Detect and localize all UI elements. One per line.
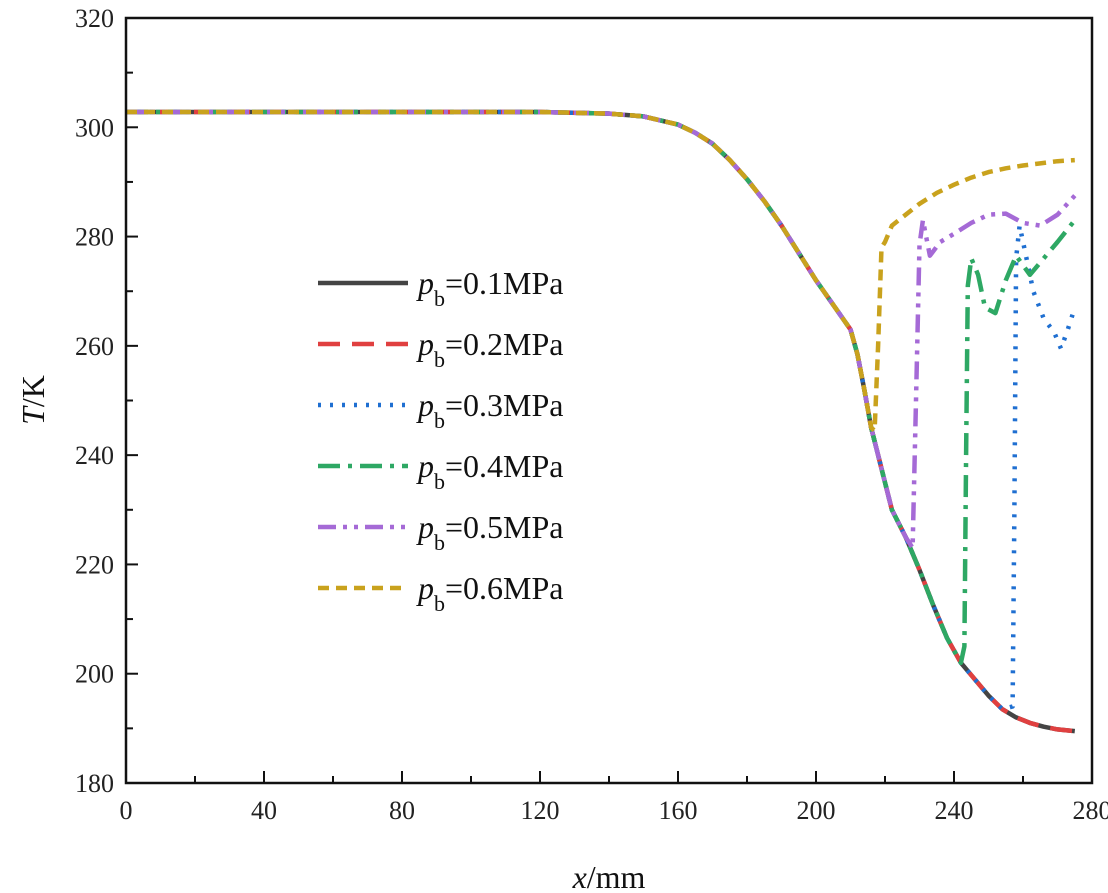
y-tick-label: 240	[75, 441, 114, 470]
series-line-3	[126, 109, 1077, 712]
y-tick-label: 260	[75, 332, 114, 361]
x-tick-label: 120	[521, 796, 560, 825]
plot-frame	[124, 16, 1094, 785]
y-axis-ticks: 180 200 220 240 260 280 300 320	[75, 4, 138, 798]
x-tick-label: 280	[1073, 796, 1108, 825]
series-line-2	[126, 109, 1076, 734]
series-line-5	[126, 109, 1077, 551]
y-tick-label: 180	[75, 769, 114, 798]
y-tick-label: 280	[75, 223, 114, 252]
x-axis-ticks: 0 40 80 120 160 200 240 280	[120, 771, 1108, 825]
x-tick-label: 200	[797, 796, 836, 825]
y-tick-label: 200	[75, 660, 114, 689]
y-axis-title: T/K	[15, 375, 51, 425]
x-tick-label: 160	[659, 796, 698, 825]
legend-label-2: pb=0.2MPa	[416, 326, 564, 372]
y-axis-var: T	[15, 405, 51, 425]
legend-label-3: pb=0.3MPa	[416, 387, 564, 433]
x-tick-label: 80	[389, 796, 415, 825]
series-line-1	[126, 109, 1076, 734]
x-tick-label: 40	[251, 796, 277, 825]
legend-label-4: pb=0.4MPa	[416, 448, 564, 494]
legend-label-6: pb=0.6MPa	[416, 570, 564, 616]
y-axis-unit: /K	[15, 375, 51, 407]
plot-lines	[126, 109, 1077, 734]
y-tick-label: 320	[75, 4, 114, 33]
x-axis-title: x/mm	[572, 859, 646, 893]
y-tick-label: 300	[75, 113, 114, 142]
x-axis-var: x	[572, 859, 587, 893]
series-line-6	[126, 109, 1075, 433]
y-tick-label: 220	[75, 550, 114, 579]
legend-label-1: pb=0.1MPa	[416, 265, 564, 311]
x-tick-label: 240	[935, 796, 974, 825]
legend-label-5: pb=0.5MPa	[416, 509, 564, 555]
x-tick-label: 0	[120, 796, 133, 825]
x-axis-unit: /mm	[587, 859, 646, 893]
legend: pb=0.1MPa pb=0.2MPa pb=0.3MPa pb=0.4MPa pb=0…	[318, 265, 564, 616]
